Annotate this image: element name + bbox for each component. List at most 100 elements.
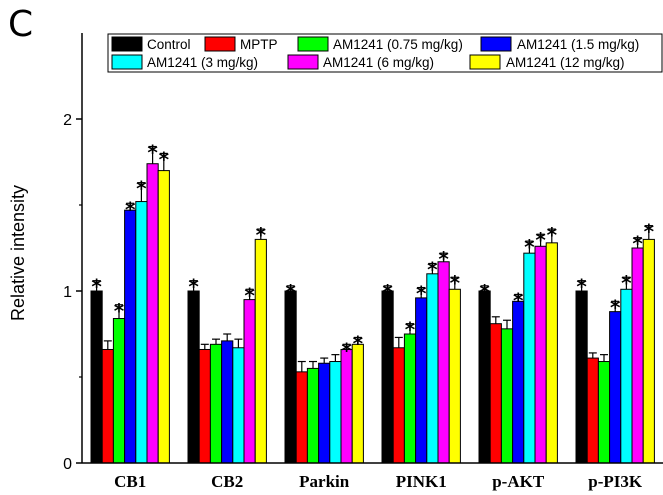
significance-star: * (524, 235, 535, 259)
significance-star: * (632, 232, 643, 256)
bar (545, 242, 558, 464)
legend-label: Control (147, 37, 191, 52)
y-tick-label: 1 (63, 284, 72, 301)
significance-star: * (114, 299, 125, 323)
x-tick-label: CB1 (114, 472, 146, 491)
bar (597, 361, 611, 464)
significance-star: * (159, 147, 170, 171)
bar (478, 290, 491, 464)
significance-star: * (427, 257, 438, 281)
significance-star: * (244, 283, 255, 307)
significance-star: * (405, 318, 416, 342)
bar (329, 361, 342, 464)
bar (426, 273, 439, 464)
significance-star: * (147, 141, 158, 165)
y-tick-label: 0 (63, 456, 72, 473)
bar (381, 290, 394, 464)
legend-swatch (297, 36, 329, 52)
x-tick-label: PINK1 (396, 472, 447, 491)
legend-swatch (111, 36, 143, 52)
x-tick-label: Parkin (299, 472, 350, 491)
bar (284, 290, 297, 464)
significance-star: * (610, 295, 621, 319)
legend-label: AM1241 (0.75 mg/kg) (333, 37, 463, 52)
legend-label: AM1241 (1.5 mg/kg) (517, 37, 639, 52)
y-tick-label: 2 (63, 112, 72, 129)
bar (534, 245, 547, 464)
significance-star: * (125, 197, 136, 221)
significance-star: * (513, 288, 524, 312)
bar (642, 238, 655, 464)
bar (512, 300, 525, 464)
significance-star: * (256, 223, 267, 247)
bar (198, 348, 211, 464)
bar (146, 163, 159, 464)
significance-star: * (382, 280, 393, 304)
legend-swatch (111, 54, 143, 70)
legend-box (107, 33, 663, 73)
bar (243, 299, 256, 464)
bar (187, 290, 200, 464)
bar (157, 170, 170, 464)
x-tick-label: p-PI3K (588, 472, 643, 491)
legend-swatch (204, 36, 236, 52)
significance-star: * (416, 282, 427, 306)
bar (609, 311, 622, 464)
significance-star: * (285, 280, 296, 304)
legend-label: AM1241 (6 mg/kg) (323, 55, 434, 70)
significance-star: * (450, 271, 461, 295)
bar (523, 252, 536, 464)
significance-star: * (341, 338, 352, 362)
bar (392, 347, 405, 464)
bar (254, 238, 267, 464)
significance-star: * (535, 228, 546, 252)
bar (101, 348, 114, 464)
axes-layer: 0 1 2 CB1 CB2 Parkin PINK1 p-AKT p-PI3K (63, 33, 663, 491)
significance-star: * (644, 220, 655, 244)
bars-layer: ***** ** **** ***** ** * ** * ****** (90, 141, 655, 464)
significance-star: * (621, 271, 632, 295)
bar (351, 343, 364, 464)
bar (209, 343, 223, 464)
bar (306, 367, 320, 464)
significance-star: * (479, 280, 490, 304)
panel-letter: C (8, 4, 33, 45)
bar (295, 371, 308, 464)
significance-star: * (91, 275, 102, 299)
bar (489, 323, 502, 464)
bar (448, 288, 461, 464)
bar (631, 247, 644, 464)
bar (124, 209, 137, 464)
x-tick-label: p-AKT (492, 472, 545, 491)
significance-star: * (353, 331, 364, 355)
bar (90, 290, 103, 464)
legend-label: MPTP (240, 37, 278, 52)
bar (232, 347, 245, 464)
bar (415, 297, 428, 464)
bar (135, 201, 148, 464)
significance-star: * (547, 223, 558, 247)
significance-star: * (136, 177, 147, 201)
x-tick-label: CB2 (211, 472, 243, 491)
legend-label: AM1241 (3 mg/kg) (147, 55, 258, 70)
bar (403, 333, 417, 464)
legend: Control MPTP AM1241 (0.75 mg/kg) AM1241 (1.… (107, 33, 663, 73)
bar (318, 362, 331, 464)
y-axis-label: Relative intensity (8, 185, 28, 321)
bar (437, 261, 450, 464)
bar (575, 290, 588, 464)
legend-swatch (480, 36, 512, 52)
legend-swatch (469, 54, 501, 70)
bar (586, 357, 599, 464)
significance-star: * (438, 247, 449, 271)
significance-star: * (188, 275, 199, 299)
bar (500, 328, 514, 464)
legend-label: AM1241 (12 mg/kg) (506, 55, 625, 70)
bar (620, 288, 633, 464)
bar (112, 318, 126, 464)
bar (221, 340, 234, 464)
legend-swatch (287, 54, 319, 70)
significance-star: * (576, 275, 587, 299)
bar (340, 348, 353, 464)
